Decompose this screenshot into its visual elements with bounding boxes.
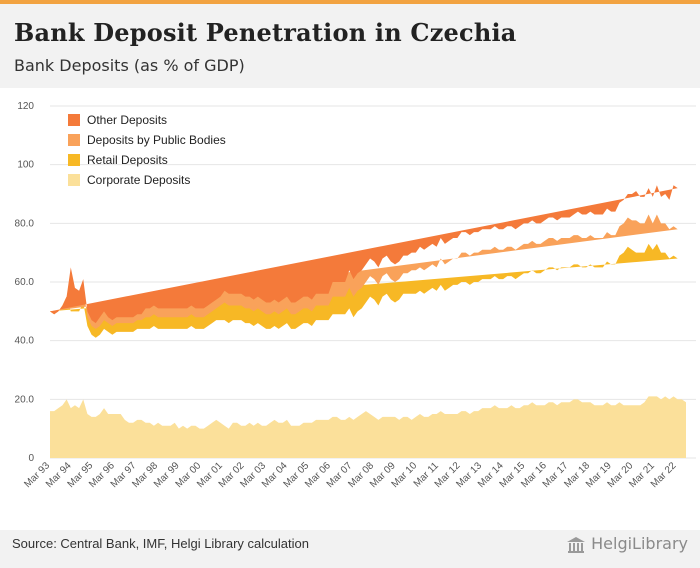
y-tick-label: 80.0	[15, 218, 35, 229]
source-note: Source: Central Bank, IMF, Helgi Library…	[12, 536, 309, 551]
area-other-deposits	[50, 185, 678, 324]
legend: Other Deposits Deposits by Public Bodies R…	[68, 113, 226, 187]
brand-logo[interactable]: HelgiLibrary	[566, 534, 688, 555]
legend-swatch	[68, 154, 80, 166]
y-tick-label: 60.0	[15, 277, 35, 288]
brand-name: HelgiLibrary	[591, 534, 688, 553]
chart-subtitle: Bank Deposits (as % of GDP)	[14, 56, 245, 75]
footer: Source: Central Bank, IMF, Helgi Library…	[0, 530, 700, 568]
header: Bank Deposit Penetration in Czechia Bank…	[0, 4, 700, 88]
chart-area: 0 20.0 40.0 60.0 80.0 100 120 Mar 93 Mar 94 Mar …	[0, 88, 700, 528]
legend-label: Other Deposits	[87, 113, 167, 127]
legend-swatch	[68, 134, 80, 146]
y-tick-label: 120	[17, 101, 34, 112]
y-tick-label: 0	[28, 453, 34, 464]
legend-label: Corporate Deposits	[87, 173, 190, 187]
top-accent-bar	[0, 0, 700, 4]
area-corporate-deposits	[50, 396, 686, 458]
legend-swatch	[68, 174, 80, 186]
legend-swatch	[68, 114, 80, 126]
y-tick-label: 40.0	[15, 336, 35, 347]
y-axis: 0 20.0 40.0 60.0 80.0 100 120	[15, 101, 35, 464]
area-series	[50, 185, 686, 458]
legend-label: Retail Deposits	[87, 153, 168, 167]
library-icon	[567, 536, 586, 553]
y-tick-label: 100	[17, 160, 34, 171]
legend-label: Deposits by Public Bodies	[87, 133, 226, 147]
area-deposits-by-public-bodies	[50, 214, 678, 329]
chart-title: Bank Deposit Penetration in Czechia	[14, 18, 517, 47]
y-tick-label: 20.0	[15, 394, 35, 405]
